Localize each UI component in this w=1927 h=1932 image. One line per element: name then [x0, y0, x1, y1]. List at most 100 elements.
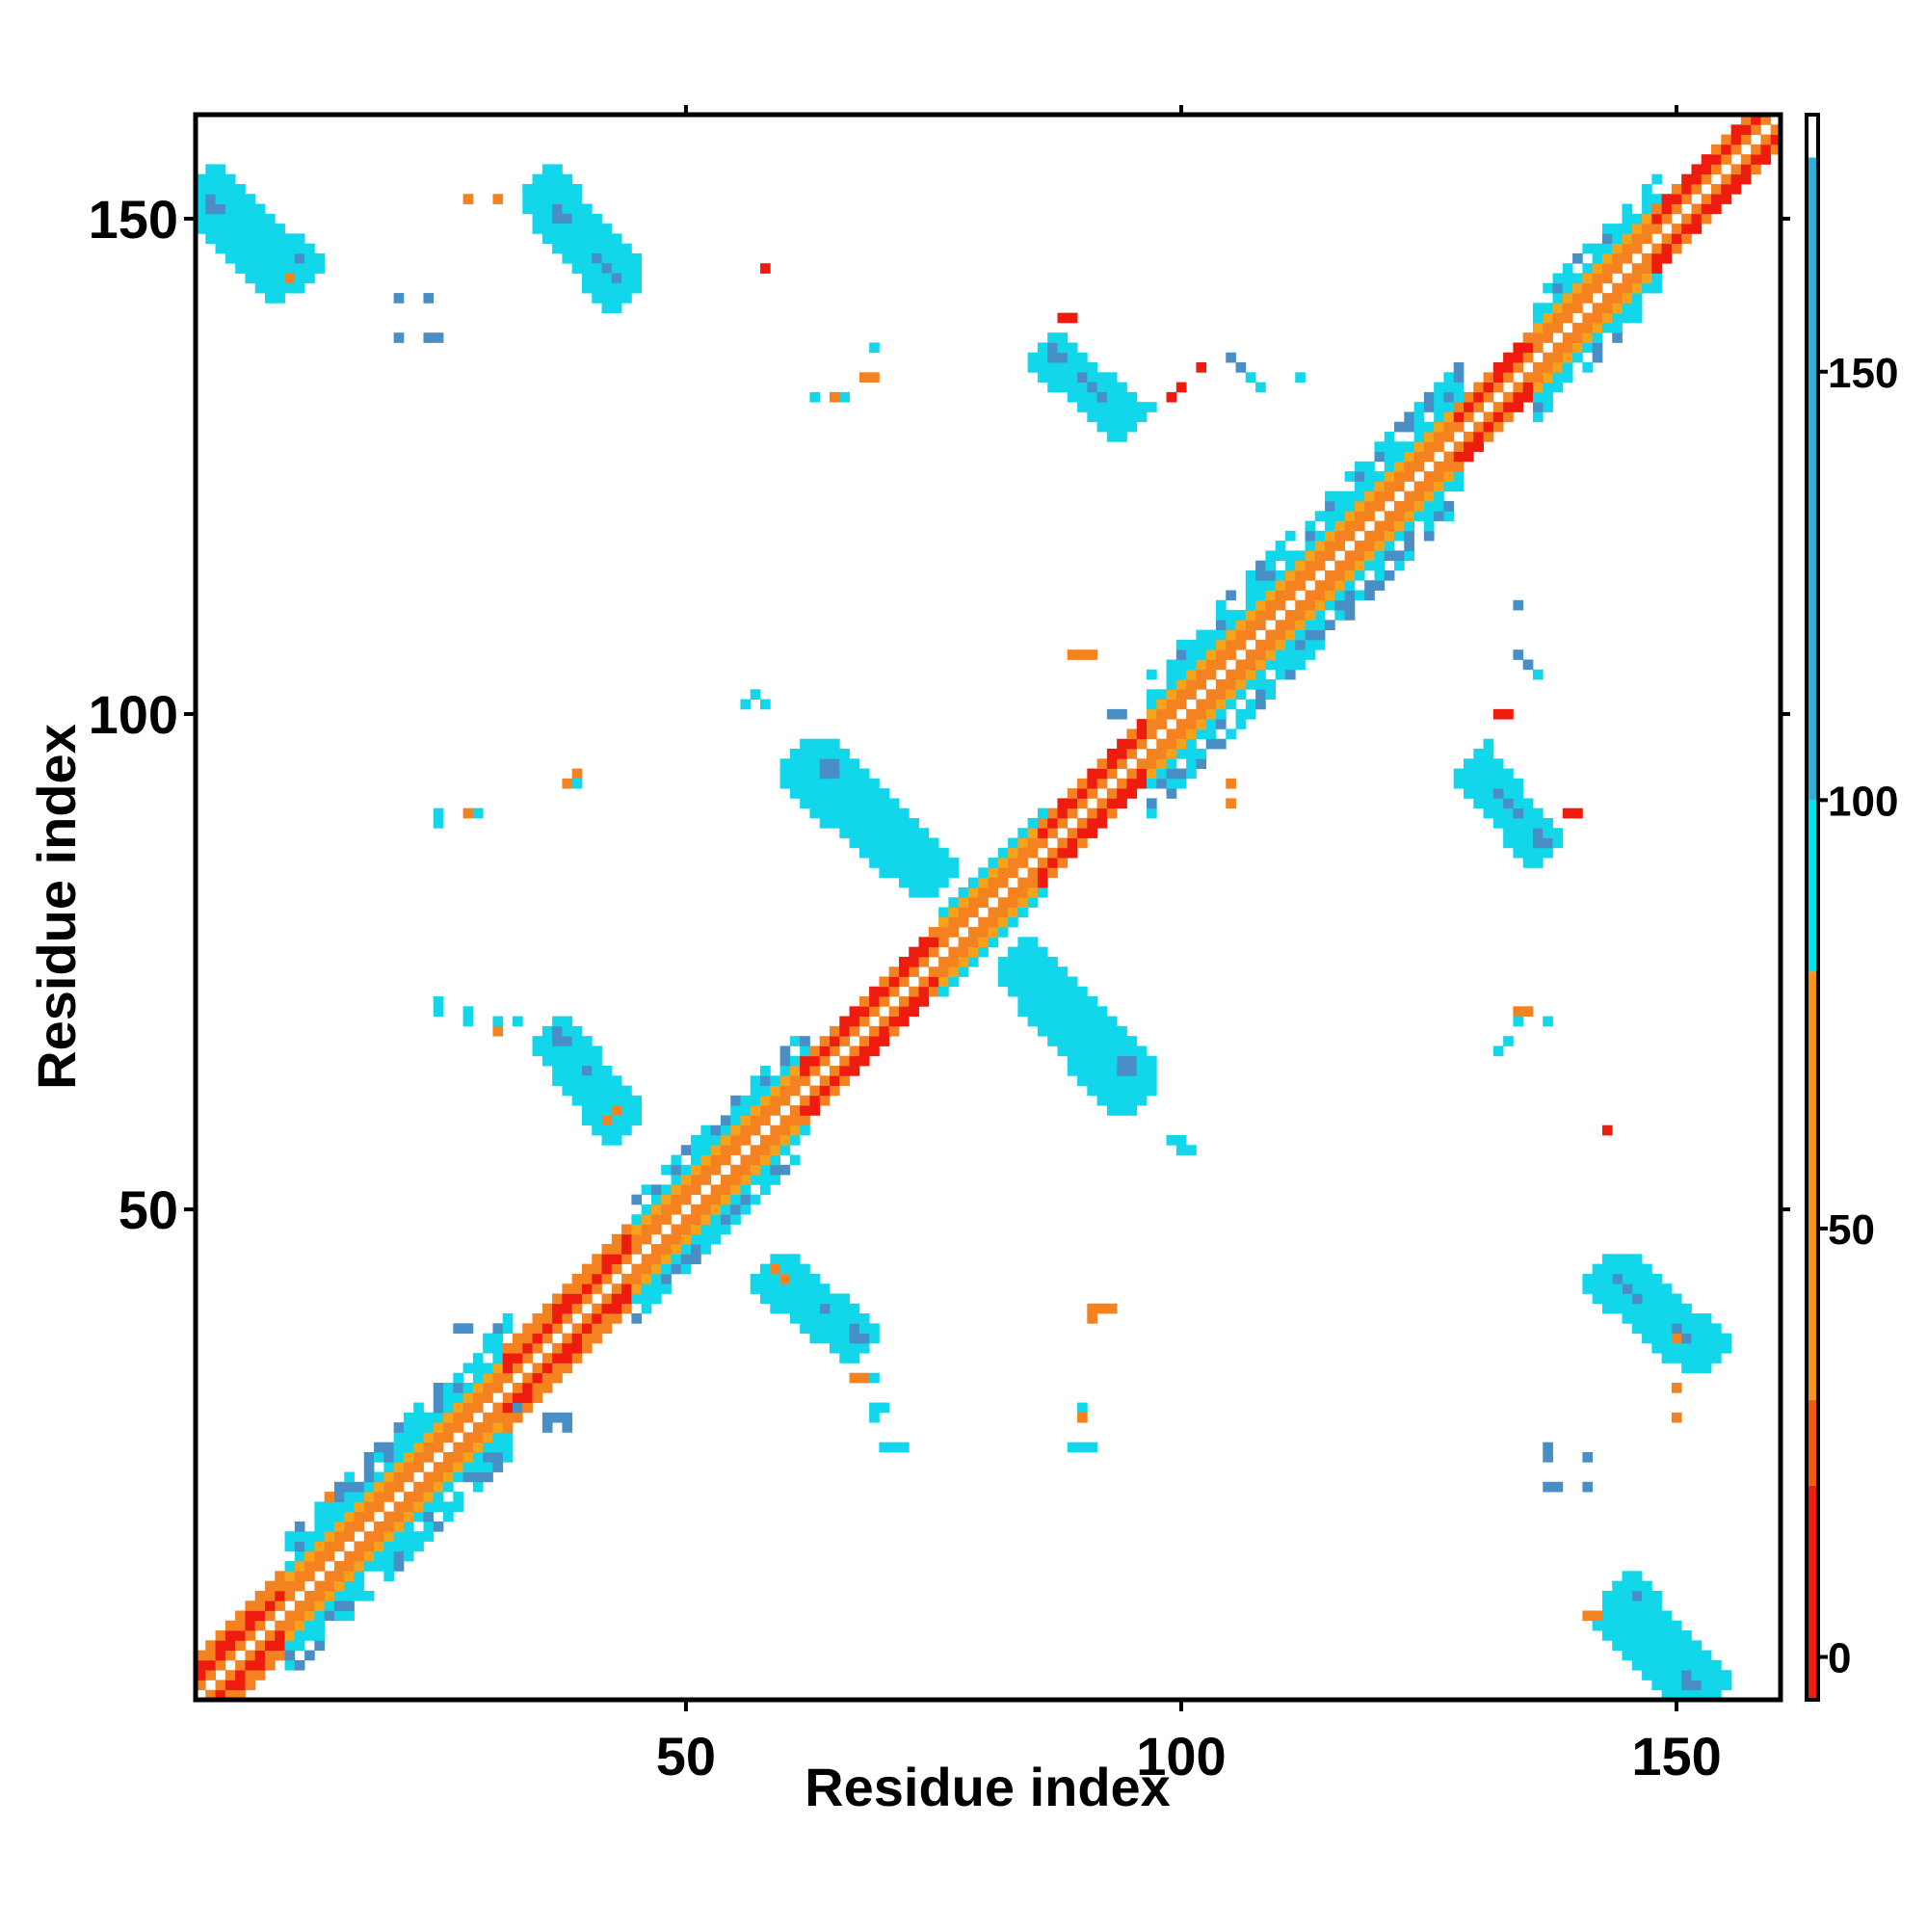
heatmap-cell [1384, 490, 1395, 502]
heatmap-cell [1106, 372, 1118, 383]
heatmap-cell [1522, 807, 1534, 819]
heatmap-cell [869, 342, 880, 354]
heatmap-cell [383, 1531, 395, 1542]
heatmap-cell [562, 243, 573, 254]
heatmap-cell [1612, 293, 1623, 304]
heatmap-cell [1483, 738, 1494, 750]
heatmap-cell [1513, 778, 1524, 789]
heatmap-cell [869, 996, 880, 1007]
heatmap-cell [770, 1154, 780, 1166]
heatmap-cell [1147, 1075, 1157, 1086]
heatmap-cell [760, 1095, 771, 1106]
heatmap-cell [1275, 639, 1286, 650]
heatmap-cell [1631, 1323, 1643, 1334]
heatmap-cell [374, 1471, 384, 1483]
heatmap-cell [928, 937, 939, 948]
heatmap-cell [581, 233, 593, 245]
heatmap-cell [661, 1244, 672, 1255]
heatmap-cell [592, 1095, 602, 1106]
heatmap-cell [1492, 372, 1504, 383]
heatmap-cell [383, 1571, 395, 1582]
heatmap-cell [1730, 134, 1742, 146]
heatmap-cell [581, 1313, 593, 1324]
heatmap-cell [978, 877, 989, 888]
heatmap-cell [1245, 669, 1256, 680]
heatmap-cell [789, 1066, 801, 1076]
heatmap-cell [800, 1313, 810, 1324]
heatmap-cell [1374, 541, 1386, 551]
heatmap-cell [730, 1105, 741, 1116]
heatmap-cell [284, 273, 296, 284]
heatmap-cell [1106, 1075, 1118, 1086]
heatmap-cell [611, 1254, 622, 1265]
heatmap-cell [1492, 1045, 1504, 1057]
heatmap-cell [1543, 1451, 1553, 1463]
heatmap-cell [830, 1025, 840, 1037]
heatmap-cell [1344, 500, 1356, 512]
heatmap-cell [750, 1284, 761, 1294]
heatmap-cell [1117, 738, 1127, 750]
heatmap-cell [1226, 699, 1236, 710]
heatmap-cell [284, 252, 296, 264]
heatmap-cell [393, 1451, 405, 1463]
heatmap-cell [809, 1323, 821, 1334]
heatmap-cell [1077, 986, 1088, 997]
heatmap-cell [1215, 649, 1227, 660]
heatmap-cell [224, 252, 236, 264]
heatmap-cell [1344, 511, 1356, 521]
heatmap-cell [1196, 639, 1207, 650]
heatmap-cell [483, 1471, 493, 1483]
heatmap-cell [869, 788, 880, 799]
heatmap-cell [1344, 471, 1356, 482]
heatmap-cell [462, 1462, 474, 1472]
heatmap-cell [601, 233, 613, 245]
heatmap-cell [1691, 183, 1703, 195]
heatmap-cell [938, 976, 949, 988]
heatmap-cell [1205, 699, 1217, 710]
heatmap-cell [740, 1175, 752, 1185]
heatmap-cell [275, 1580, 285, 1592]
heatmap-cell [918, 867, 930, 879]
heatmap-cell [631, 1115, 643, 1126]
heatmap-cell [304, 1590, 315, 1601]
heatmap-cell [1096, 768, 1108, 780]
heatmap-cell [760, 1154, 771, 1166]
heatmap-cell [1226, 669, 1236, 680]
heatmap-cell [750, 1273, 761, 1284]
heatmap-cell [621, 282, 632, 294]
heatmap-cell [671, 1224, 682, 1235]
heatmap-cell [1601, 243, 1613, 254]
heatmap-cell [1592, 273, 1603, 284]
heatmap-cell [1601, 1254, 1613, 1265]
heatmap-cell [1117, 1036, 1127, 1046]
heatmap-cell [1077, 996, 1088, 1007]
colorbar-band [1807, 1485, 1818, 1701]
heatmap-cell [611, 1244, 622, 1255]
x-tick-label: 100 [1136, 1726, 1226, 1786]
heatmap-cell [333, 1501, 345, 1513]
heatmap-cell [1344, 590, 1356, 601]
heatmap-cell [789, 1263, 801, 1275]
heatmap-cell [1027, 996, 1039, 1007]
heatmap-cell [641, 1254, 652, 1265]
heatmap-cell [1057, 342, 1069, 354]
heatmap-cell [254, 1620, 266, 1631]
heatmap-cell [235, 194, 246, 204]
heatmap-cell [909, 966, 919, 977]
heatmap-cell [1651, 1680, 1663, 1691]
heatmap-cell [898, 1016, 910, 1027]
heatmap-cell [1513, 1006, 1524, 1017]
heatmap-cell [839, 1066, 850, 1076]
heatmap-cell [1592, 1263, 1603, 1275]
heatmap-cell [809, 1273, 821, 1284]
heatmap-cell [1106, 807, 1118, 819]
heatmap-cell [1394, 530, 1405, 542]
heatmap-cell [909, 828, 919, 838]
heatmap-cell [1730, 144, 1742, 155]
heatmap-cell [1186, 659, 1197, 671]
heatmap-cell [1711, 194, 1722, 204]
heatmap-cell [1096, 798, 1108, 809]
heatmap-cell [1592, 1273, 1603, 1284]
heatmap-cell [1661, 203, 1673, 215]
heatmap-cell [1077, 382, 1088, 393]
